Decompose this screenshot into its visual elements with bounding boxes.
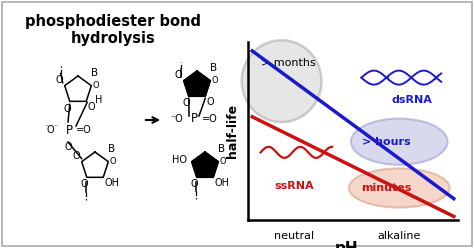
Text: O: O xyxy=(55,75,63,85)
Ellipse shape xyxy=(242,40,321,122)
Text: O: O xyxy=(206,97,214,107)
Text: O: O xyxy=(92,81,99,90)
Text: OH: OH xyxy=(214,178,229,188)
Text: ⁻: ⁻ xyxy=(54,124,58,130)
FancyBboxPatch shape xyxy=(2,2,472,246)
Text: =O: =O xyxy=(76,125,92,135)
Text: ssRNA: ssRNA xyxy=(274,181,314,191)
Text: > hours: > hours xyxy=(362,137,411,147)
Text: ⁻: ⁻ xyxy=(45,124,49,130)
Polygon shape xyxy=(191,152,219,177)
Text: ⁻O: ⁻O xyxy=(170,114,183,124)
Text: phosphodiester bond
hydrolysis: phosphodiester bond hydrolysis xyxy=(25,14,201,46)
Text: P: P xyxy=(66,124,73,136)
Text: > months: > months xyxy=(261,58,315,68)
Text: O: O xyxy=(64,142,72,152)
Text: B: B xyxy=(91,68,98,78)
Polygon shape xyxy=(184,71,210,96)
Text: O: O xyxy=(46,125,54,135)
Text: H: H xyxy=(95,95,102,105)
Text: dsRNA: dsRNA xyxy=(392,95,432,105)
Text: minutes: minutes xyxy=(361,183,412,193)
Text: pH: pH xyxy=(335,241,358,248)
Text: O: O xyxy=(219,157,226,166)
Text: O: O xyxy=(87,102,95,112)
Text: O: O xyxy=(64,104,72,114)
Text: P: P xyxy=(191,113,198,125)
Text: alkaline: alkaline xyxy=(377,231,421,241)
Ellipse shape xyxy=(351,119,447,165)
Text: O: O xyxy=(81,179,89,189)
Text: O: O xyxy=(174,70,182,80)
Text: B: B xyxy=(218,144,225,154)
Text: B: B xyxy=(210,63,217,73)
Text: O: O xyxy=(72,151,80,161)
Text: O: O xyxy=(211,76,218,85)
Text: O: O xyxy=(183,98,191,108)
Text: OH: OH xyxy=(104,178,119,188)
Text: O: O xyxy=(109,157,116,166)
Text: O: O xyxy=(191,179,199,189)
Text: half-life: half-life xyxy=(227,104,239,158)
Text: neutral: neutral xyxy=(274,231,314,241)
Ellipse shape xyxy=(349,168,450,208)
Text: B: B xyxy=(108,144,115,154)
Text: HO: HO xyxy=(172,155,187,165)
Text: =O: =O xyxy=(202,114,218,124)
